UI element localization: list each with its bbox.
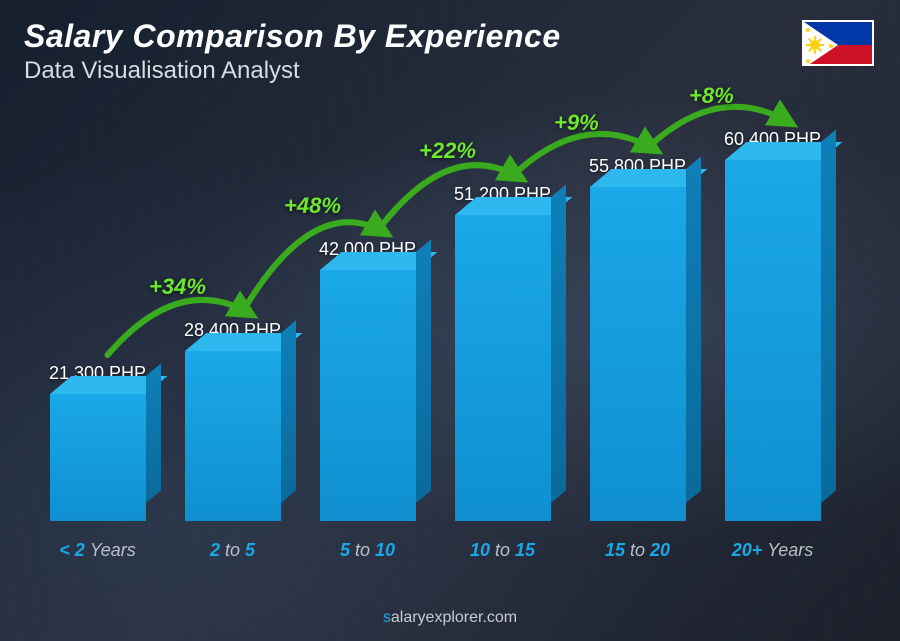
bar-front-face [455, 215, 551, 521]
chart-area: 21,300 PHP 28,400 PHP 42,000 PHP 51,200 … [30, 100, 840, 561]
footer-brand: salaryexplorer.com [0, 609, 900, 627]
bar-3d [725, 160, 821, 521]
x-axis-label: 15 to 20 [570, 540, 705, 561]
bar-3d [320, 270, 416, 521]
percent-change-label: +34% [149, 274, 206, 300]
x-axis-label: < 2 Years [30, 540, 165, 561]
bar-3d [185, 351, 281, 521]
bar-side-face [146, 363, 161, 503]
x-axis-label: 10 to 15 [435, 540, 570, 561]
bar-group: 60,400 PHP [705, 129, 840, 521]
bar-group: 28,400 PHP [165, 320, 300, 521]
x-axis-label: 5 to 10 [300, 540, 435, 561]
bar-front-face [50, 394, 146, 521]
footer-brand-accent: s [383, 609, 391, 626]
percent-change-label: +48% [284, 193, 341, 219]
percent-change-label: +9% [554, 110, 599, 136]
bar-side-face [686, 156, 701, 503]
bar-side-face [551, 184, 566, 503]
bar-side-face [416, 239, 431, 503]
x-axis-labels: < 2 Years2 to 55 to 1010 to 1515 to 2020… [30, 540, 840, 561]
bar-3d [455, 215, 551, 521]
bar-3d [50, 394, 146, 521]
bar-front-face [185, 351, 281, 521]
chart-title: Salary Comparison By Experience [24, 18, 876, 55]
bar-group: 21,300 PHP [30, 363, 165, 521]
chart-subtitle: Data Visualisation Analyst [24, 57, 876, 85]
percent-change-label: +22% [419, 138, 476, 164]
bar-group: 42,000 PHP [300, 239, 435, 521]
bar-front-face [725, 160, 821, 521]
header: Salary Comparison By Experience Data Vis… [24, 18, 876, 85]
x-axis-label: 20+ Years [705, 540, 840, 561]
x-axis-label: 2 to 5 [165, 540, 300, 561]
bar-front-face [590, 187, 686, 521]
country-flag-philippines [802, 20, 874, 66]
bar-group: 51,200 PHP [435, 184, 570, 521]
bar-side-face [281, 320, 296, 503]
bar-front-face [320, 270, 416, 521]
bar-3d [590, 187, 686, 521]
percent-change-label: +8% [689, 83, 734, 109]
bar-side-face [821, 129, 836, 503]
footer-brand-text: alaryexplorer.com [391, 609, 517, 626]
bar-group: 55,800 PHP [570, 156, 705, 521]
